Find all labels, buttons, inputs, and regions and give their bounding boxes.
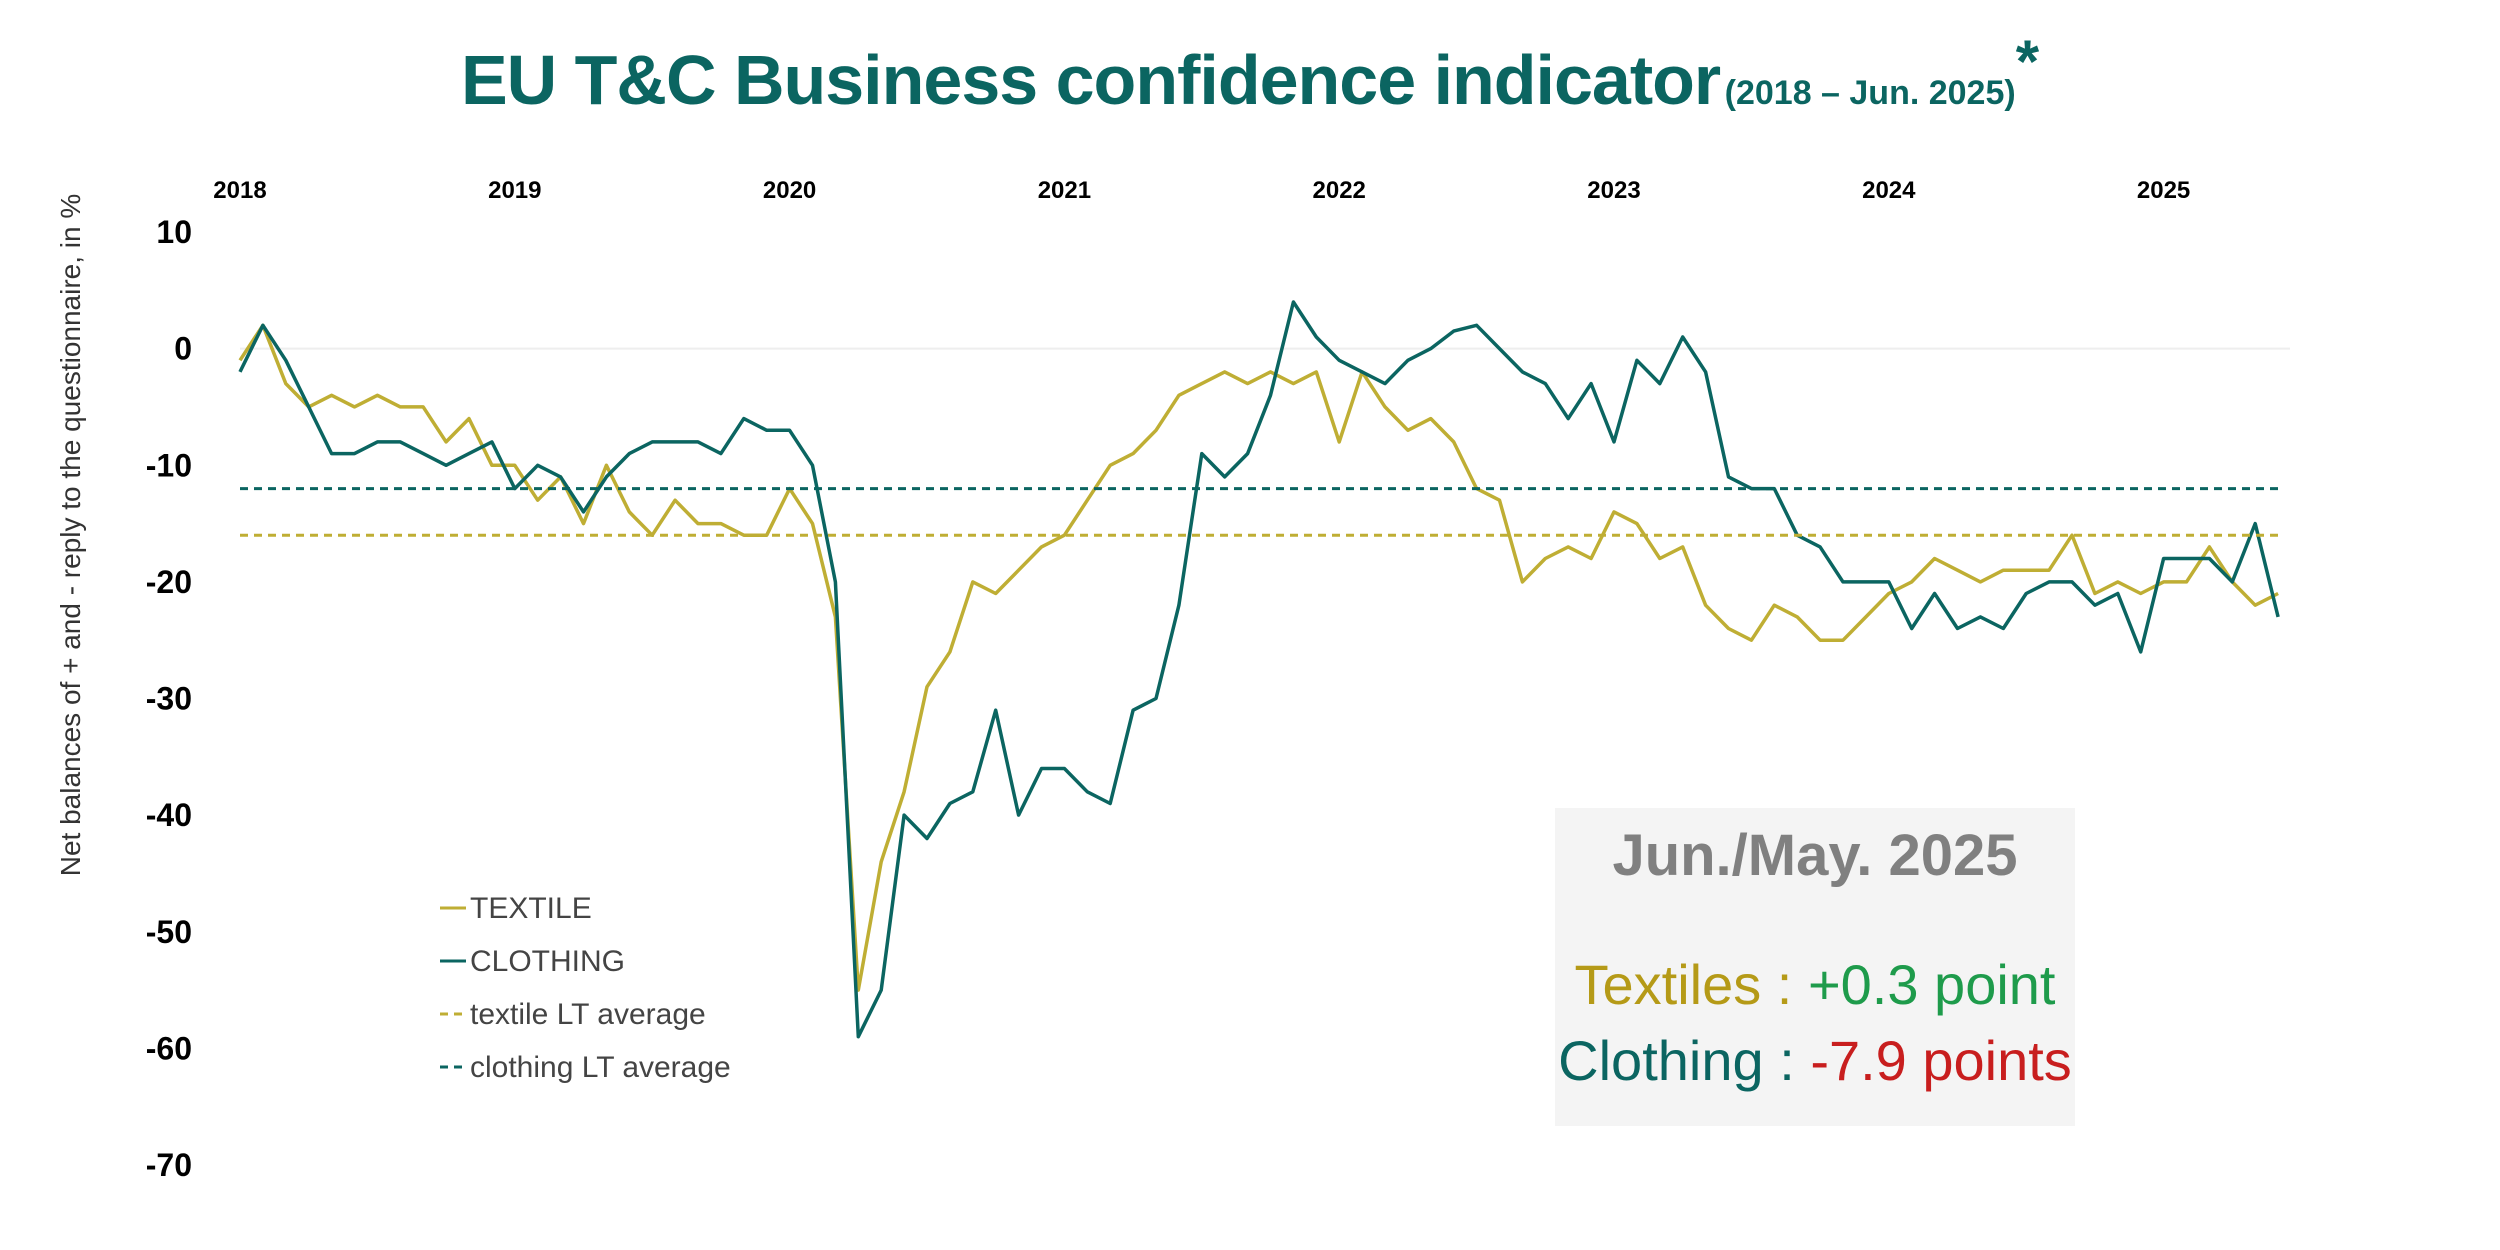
y-tick-label: -10 [146,447,192,483]
x-year-label: 2022 [1313,177,1366,204]
clothing-change-value: -7.9 points [1810,1029,2072,1092]
series-layer [238,300,2280,1039]
y-tick-label: 0 [174,331,192,367]
y-axis-title: Net balances of + and - reply to the que… [55,194,86,877]
series-line-textile [238,323,2279,992]
textile-change-label: Textiles : [1574,953,1793,1016]
x-year-label: 2020 [763,177,816,204]
monthly-change-box: Jun./May. 2025 Textiles : +0.3 point Clo… [1555,808,2075,1126]
x-year-label: 2025 [2137,177,2190,204]
y-tick-label: -20 [146,564,192,600]
y-axis: 10 0 -10 -20 -30 -40 -50 -60 -70 [146,214,192,1183]
x-year-label: 2023 [1587,177,1640,204]
legend: TEXTILE CLOTHING textile LT average clothin… [440,892,731,1084]
x-year-label: 2019 [488,177,541,204]
monthly-change-title: Jun./May. 2025 [1612,823,2018,888]
chart-title-main: EU T&C Business confidence indicator [460,41,1721,119]
legend-label: clothing LT average [470,1051,731,1084]
y-tick-label: -60 [146,1030,192,1066]
y-tick-label: -30 [146,681,192,717]
chart-title-subtitle: (2018 – Jun. 2025) [1724,74,2016,112]
textile-change-value: +0.3 point [1807,953,2056,1016]
legend-label: TEXTILE [470,892,592,925]
x-year-label: 2018 [213,177,266,204]
chart-title: EU T&C Business confidence indicator (20… [0,28,2500,120]
y-tick-label: -40 [146,797,192,833]
clothing-change-label: Clothing : [1558,1029,1795,1092]
y-tick-label: -70 [146,1147,192,1183]
clothing-change-line: Clothing : -7.9 points [1555,1023,2075,1099]
legend-label: textile LT average [470,998,706,1031]
series-line-clothing [238,300,2280,1039]
textile-change-line: Textiles : +0.3 point [1555,947,2075,1023]
x-year-label: 2021 [1038,177,1091,204]
y-tick-label: -50 [146,914,192,950]
legend-label: CLOTHING [470,945,625,978]
chart-title-asterisk: * [2015,28,2040,95]
x-year-label: 2024 [1862,177,1916,204]
y-tick-label: 10 [156,214,192,250]
x-axis-year-labels: 2018 2019 2020 2021 2022 2023 2024 2025 [213,177,2190,204]
